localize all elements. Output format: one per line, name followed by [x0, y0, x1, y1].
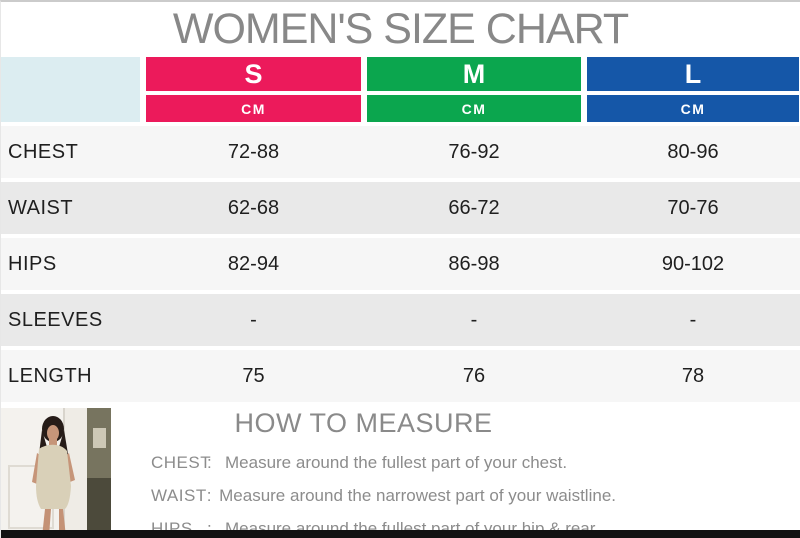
table-row-chest: CHEST 72-88 76-92 80-96: [1, 126, 800, 178]
measure-instructions: CHEST: Measure around the fullest part of…: [111, 446, 616, 538]
cell-sleeves-s: -: [250, 308, 257, 331]
instruction-label: CHEST: [151, 452, 212, 472]
cell-sleeves-m: -: [470, 308, 478, 331]
model-photo: [1, 408, 111, 537]
header-corner-cell: [1, 57, 140, 122]
cell-waist-s: 62-68: [227, 196, 280, 219]
how-to-measure-section: HOW TO MEASURE CHEST: Measure around the …: [1, 408, 800, 538]
unit-cell-s: CM: [146, 95, 361, 122]
cell-chest-m: 76-92: [448, 140, 500, 163]
instruction-separator: :: [206, 485, 212, 505]
page-title: WOMEN'S SIZE CHART: [172, 5, 629, 53]
instruction-waist: WAIST: Measure around the narrowest part …: [151, 479, 616, 512]
table-row-length: LENGTH 75 76 78: [1, 350, 800, 402]
cell-length-m: 76: [462, 364, 486, 387]
how-to-measure-heading: HOW TO MEASURE: [234, 408, 493, 438]
bottom-divider-bar: [1, 530, 800, 538]
instruction-text: Measure around the narrowest part of you…: [219, 485, 616, 505]
instruction-separator: :: [207, 518, 212, 538]
instruction-text: Measure around the fullest part of your …: [225, 452, 568, 472]
instruction-chest: CHEST: Measure around the fullest part of…: [151, 446, 616, 479]
table-row-waist: WAIST 62-68 66-72 70-76: [1, 182, 800, 234]
cell-chest-l: 80-96: [667, 140, 719, 163]
cell-chest-s: 72-88: [227, 140, 280, 163]
size-table-body: CHEST 72-88 76-92 80-96 WAIST 62-68 66-7…: [1, 126, 800, 402]
table-row-sleeves: SLEEVES - - -: [1, 294, 800, 346]
instruction-separator: :: [207, 452, 212, 472]
instruction-label: WAIST: [151, 485, 207, 505]
size-header-l: L: [587, 57, 799, 91]
cell-length-s: 75: [242, 364, 265, 387]
cell-hips-m: 86-98: [448, 252, 500, 275]
size-header-m: M: [367, 57, 581, 91]
measure-content: HOW TO MEASURE CHEST: Measure around the …: [111, 408, 616, 538]
cell-length-l: 78: [681, 364, 705, 387]
size-header-s: S: [146, 57, 361, 91]
cell-hips-l: 90-102: [661, 252, 725, 275]
cell-sleeves-l: -: [689, 308, 697, 331]
size-table-header: S M L CM CM CM: [1, 57, 800, 122]
row-label: CHEST: [8, 140, 79, 163]
table-row-hips: HIPS 82-94 86-98 90-102: [1, 238, 800, 290]
cell-hips-s: 82-94: [227, 252, 280, 275]
unit-cell-m: CM: [367, 95, 581, 122]
row-label: HIPS: [8, 252, 57, 275]
row-label: LENGTH: [8, 364, 93, 387]
unit-cell-l: CM: [587, 95, 799, 122]
row-label: SLEEVES: [8, 308, 103, 331]
cell-waist-l: 70-76: [667, 196, 719, 219]
row-label: WAIST: [8, 196, 74, 219]
cell-waist-m: 66-72: [448, 196, 500, 219]
